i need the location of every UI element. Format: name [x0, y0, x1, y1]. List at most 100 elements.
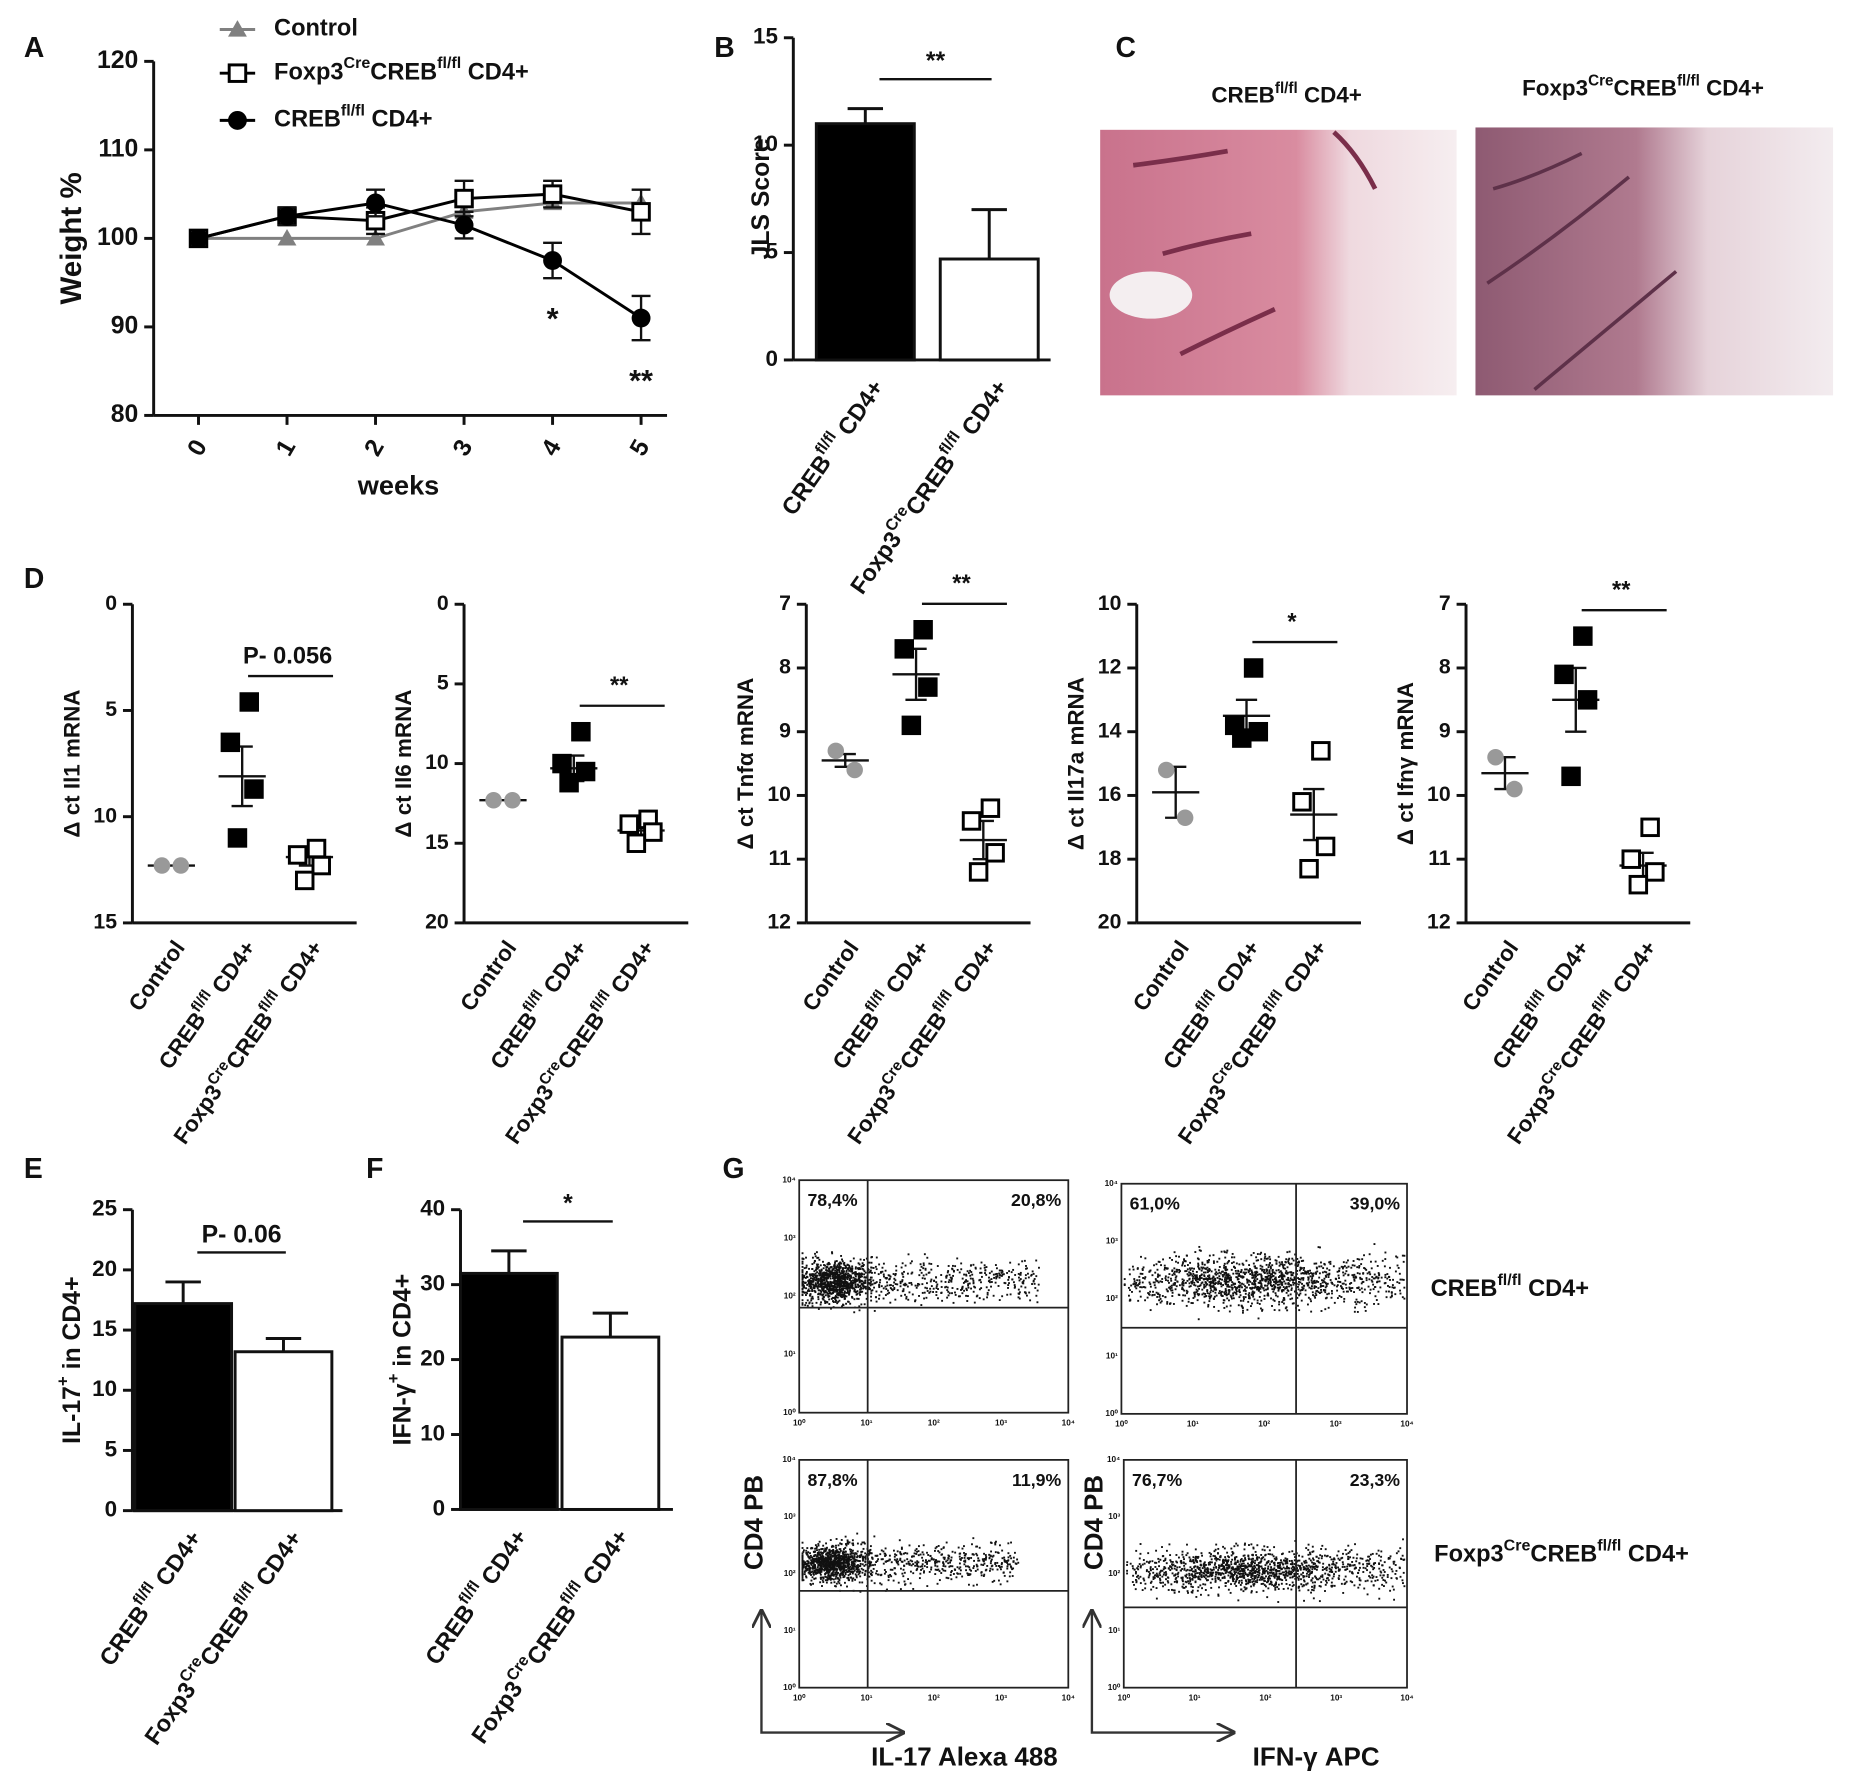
event-dot: [837, 1544, 840, 1547]
event-dot: [1314, 1271, 1317, 1274]
event-dot: [1017, 1561, 1020, 1564]
event-dot: [1014, 1274, 1017, 1276]
event-dot: [1226, 1280, 1229, 1283]
event-dot: [1279, 1270, 1282, 1273]
event-dot: [1311, 1282, 1314, 1285]
event-dot: [976, 1565, 979, 1568]
event-dot: [1226, 1285, 1229, 1288]
event-dot: [928, 1570, 931, 1573]
event-dot: [856, 1280, 858, 1282]
event-dot: [1035, 1259, 1038, 1262]
event-dot: [819, 1272, 822, 1275]
event-dot: [1228, 1290, 1231, 1293]
event-dot: [811, 1288, 814, 1291]
event-dot: [1022, 1280, 1025, 1283]
event-dot: [1149, 1283, 1152, 1286]
log-tick-label: 10²: [1106, 1294, 1118, 1303]
event-dot: [828, 1577, 831, 1580]
event-dot: [910, 1283, 913, 1286]
event-dot: [1298, 1309, 1301, 1312]
panel-letter: A: [24, 32, 44, 64]
event-dot: [1344, 1283, 1347, 1286]
event-dot: [804, 1277, 807, 1279]
event-dot: [935, 1276, 938, 1279]
event-dot: [844, 1550, 847, 1553]
event-dot: [1355, 1560, 1358, 1563]
event-dot: [1017, 1288, 1020, 1291]
event-dot: [801, 1299, 804, 1302]
event-dot: [965, 1569, 968, 1572]
event-dot: [805, 1576, 808, 1579]
event-dot: [1206, 1259, 1209, 1262]
event-dot: [831, 1550, 834, 1552]
event-dot: [852, 1544, 855, 1547]
event-dot: [1201, 1267, 1204, 1270]
event-dot: [1195, 1291, 1198, 1294]
event-dot: [817, 1543, 820, 1545]
event-dot: [986, 1296, 989, 1299]
event-dot: [1284, 1282, 1287, 1285]
event-dot: [990, 1278, 993, 1281]
superscript: fl/fl: [929, 987, 956, 1015]
event-dot: [890, 1575, 893, 1578]
event-dot: [980, 1571, 983, 1574]
event-dot: [1390, 1291, 1393, 1294]
event-dot: [1232, 1297, 1235, 1300]
event-dot: [1338, 1269, 1341, 1272]
event-dot: [1282, 1299, 1285, 1302]
y-tick-label: 20: [420, 1345, 445, 1370]
event-dot: [1194, 1251, 1197, 1253]
event-dot: [835, 1546, 837, 1549]
event-dot: [849, 1573, 852, 1575]
event-dot: [900, 1294, 903, 1297]
y-tick-label: 7: [779, 591, 791, 615]
event-dot: [1159, 1297, 1162, 1300]
event-dot: [845, 1284, 848, 1287]
event-dot: [1271, 1264, 1274, 1267]
event-dot: [973, 1285, 976, 1288]
event-dot: [1003, 1574, 1006, 1577]
event-dot: [867, 1562, 870, 1564]
event-dot: [1278, 1264, 1281, 1267]
event-dot: [934, 1562, 937, 1565]
event-dot: [1343, 1300, 1346, 1303]
event-dot: [1298, 1280, 1300, 1283]
event-dot: [801, 1561, 804, 1564]
event-dot: [859, 1290, 862, 1293]
event-dot: [1315, 1262, 1318, 1265]
event-dot: [1345, 1290, 1348, 1293]
event-dot: [949, 1565, 952, 1568]
event-dot: [1275, 1294, 1277, 1297]
event-dot: [1230, 1284, 1233, 1287]
event-dot: [1234, 1282, 1236, 1285]
event-dot: [826, 1277, 829, 1280]
event-dot: [983, 1264, 986, 1267]
event-dot: [806, 1304, 809, 1307]
event-dot: [1224, 1556, 1227, 1559]
event-dot: [935, 1559, 938, 1562]
event-dot: [1227, 1274, 1229, 1277]
event-dot: [1228, 1274, 1231, 1277]
event-dot: [860, 1553, 863, 1556]
event-dot: [1366, 1559, 1369, 1562]
event-dot: [823, 1278, 826, 1281]
event-dot: [944, 1565, 947, 1568]
event-dot: [1177, 1293, 1180, 1296]
event-dot: [1371, 1565, 1374, 1568]
event-dot: [973, 1565, 975, 1568]
event-dot: [863, 1270, 866, 1273]
event-dot: [1377, 1277, 1380, 1280]
bar: [233, 1350, 334, 1513]
event-dot: [1192, 1275, 1195, 1278]
event-dot: [1368, 1271, 1371, 1274]
event-dot: [801, 1547, 804, 1549]
y-tick-label: 9: [779, 718, 791, 742]
event-dot: [1152, 1281, 1155, 1284]
event-dot: [1303, 1267, 1306, 1269]
event-dot: [882, 1287, 885, 1290]
event-dot: [1294, 1278, 1296, 1281]
event-dot: [1278, 1286, 1281, 1289]
event-dot: [864, 1292, 867, 1295]
event-dot: [888, 1554, 891, 1557]
event-dot: [849, 1576, 852, 1579]
